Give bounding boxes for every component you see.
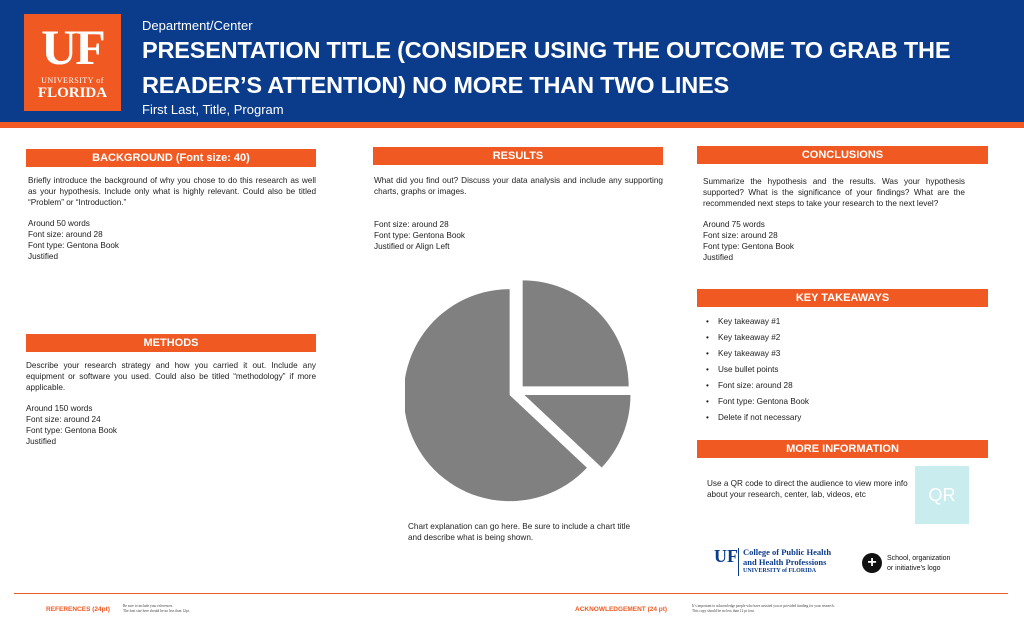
methods-paragraph: Describe your research strategy and how … — [26, 361, 316, 392]
more-information-heading: MORE INFORMATION — [697, 440, 988, 458]
methods-line: Font size: around 24 — [26, 415, 101, 424]
list-item: • Delete if not necessary — [706, 413, 802, 422]
college-logo-line3: UNIVERSITY of FLORIDA — [743, 568, 817, 574]
header-banner: UF UNIVERSITY of FLORIDA Department/Cent… — [0, 0, 1024, 122]
background-line: Font type: Gentona Book — [28, 241, 120, 250]
references-label: REFERENCES (24pt) — [46, 606, 110, 613]
results-pie-chart — [405, 280, 631, 502]
references-note-line: Be sure to include your references. — [123, 604, 174, 608]
school-logo-text-line2: or initiative’s logo — [887, 565, 941, 572]
department-label: Department/Center — [142, 18, 253, 33]
results-section: What did you find out? Discuss your data… — [374, 175, 663, 252]
list-item: • Key takeaway #3 — [706, 349, 781, 358]
acknowledgement-label: ACKNOWLEDGEMENT (24 pt) — [575, 606, 668, 613]
background-line: Justified — [28, 252, 59, 261]
key-takeaways-list: • Key takeaway #1 • Key takeaway #2 • Key t… — [706, 314, 809, 426]
acknowledgement-note-line: This copy should be no less than 12 pt f… — [692, 609, 755, 613]
list-item: • Key takeaway #1 — [706, 317, 781, 326]
conclusions-line: Font size: around 28 — [703, 231, 778, 240]
conclusions-line: Justified — [703, 253, 734, 262]
plus-circle-icon: + — [862, 553, 882, 573]
results-heading: RESULTS — [373, 147, 663, 165]
list-item: • Key takeaway #2 — [706, 333, 781, 342]
pie-slice-2 — [524, 394, 631, 468]
acknowledgement-note: It’s important to acknowledge people who… — [692, 604, 835, 614]
background-heading: BACKGROUND (Font size: 40) — [26, 149, 316, 167]
background-section: Briefly introduce the background of why … — [28, 175, 316, 262]
methods-line: Font type: Gentona Book — [26, 426, 118, 435]
more-information-paragraph: Use a QR code to direct the audience to … — [707, 479, 908, 499]
uf-logo-university: UNIVERSITY of — [41, 76, 104, 85]
list-item: • Use bullet points — [706, 365, 779, 374]
authors-line: First Last, Title, Program — [142, 102, 284, 117]
conclusions-line: Around 75 words — [703, 220, 765, 229]
school-logo-text: School, organization or initiative’s log… — [887, 554, 950, 574]
college-logo-divider — [738, 548, 739, 576]
background-line: Font size: around 28 — [28, 230, 103, 239]
background-paragraph: Briefly introduce the background of why … — [28, 176, 316, 207]
conclusions-paragraph: Summarize the hypothesis and the results… — [703, 177, 965, 208]
uf-logo-florida: FLORIDA — [37, 85, 108, 101]
references-note-line: The font size here should be no less tha… — [123, 609, 190, 613]
pie-slice-3 — [405, 289, 587, 502]
footer-divider — [14, 593, 1008, 594]
methods-section: Describe your research strategy and how … — [26, 360, 316, 447]
acknowledgement-note-line: It’s important to acknowledge people who… — [692, 604, 835, 608]
college-logo-uf: UF — [714, 546, 738, 566]
poster-title: PRESENTATION TITLE (CONSIDER USING THE O… — [142, 37, 951, 98]
methods-line: Around 150 words — [26, 404, 93, 413]
results-line: Font size: around 28 — [374, 220, 449, 229]
key-takeaways-heading: KEY TAKEAWAYS — [697, 289, 988, 307]
uf-logo: UF UNIVERSITY of FLORIDA — [24, 14, 121, 111]
school-logo-text-line1: School, organization — [887, 555, 951, 562]
conclusions-section: Summarize the hypothesis and the results… — [703, 176, 965, 263]
list-item: • Font size: around 28 — [706, 381, 793, 390]
conclusions-heading: CONCLUSIONS — [697, 146, 988, 164]
pie-slice-1 — [522, 280, 629, 387]
results-paragraph: What did you find out? Discuss your data… — [374, 176, 663, 196]
college-logo-line1: College of Public Health — [743, 547, 832, 557]
chart-caption: Chart explanation can go here. Be sure t… — [408, 522, 631, 542]
results-line: Font type: Gentona Book — [374, 231, 466, 240]
college-logo-line2: and Health Professions — [743, 557, 827, 567]
header-stripe — [0, 122, 1024, 128]
qr-code-placeholder[interactable]: QR — [915, 466, 969, 524]
background-line: Around 50 words — [28, 219, 90, 228]
references-note: Be sure to include your references. The … — [123, 604, 190, 614]
methods-line: Justified — [26, 437, 57, 446]
conclusions-line: Font type: Gentona Book — [703, 242, 795, 251]
results-line: Justified or Align Left — [374, 242, 450, 251]
list-item: • Font type: Gentona Book — [706, 397, 810, 406]
methods-heading: METHODS — [26, 334, 316, 352]
uf-logo-letters: UF — [41, 19, 106, 75]
